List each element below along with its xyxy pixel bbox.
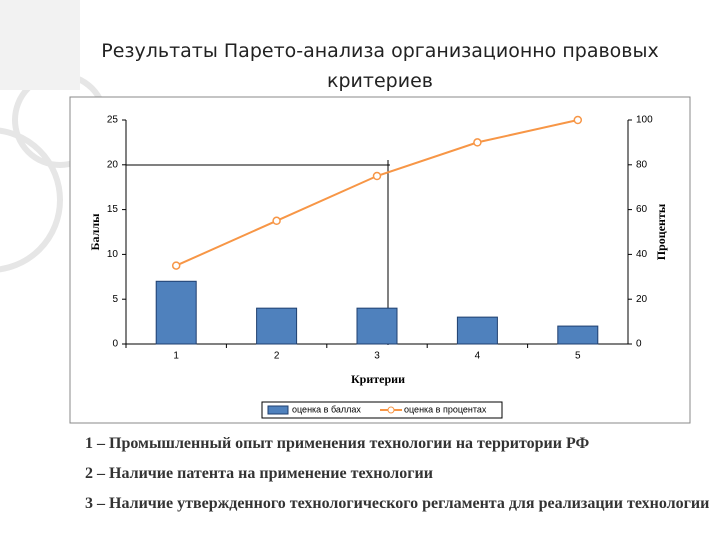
x-tick-label: 1 [173,351,179,362]
marker [372,171,382,181]
legend-label: оценка в баллах [292,404,361,414]
y-tick-label: 10 [107,249,119,260]
y2-tick-label: 20 [636,294,648,305]
x-axis-label: Критерии [351,372,405,386]
x-tick-label: 2 [274,351,280,362]
legend-label: оценка в процентах [404,404,487,414]
y-tick-label: 25 [107,115,119,126]
bar [456,316,498,345]
y-axis-label: Баллы [88,213,102,251]
slide-title: Результаты Парето-анализа организационно… [101,40,659,92]
note: 1 – Промышленный опыт применения техноло… [85,435,590,452]
y2-axis-label: Проценты [654,203,668,260]
bar [356,307,398,345]
marker [573,115,583,125]
y-tick-label: 0 [112,339,118,350]
y2-tick-label: 80 [636,159,648,170]
legend-swatch [387,406,395,414]
x-tick-label: 4 [475,351,481,362]
y-tick-label: 20 [107,159,119,170]
bar [557,325,599,345]
y-tick-label: 5 [112,294,118,305]
bar [155,280,197,345]
x-tick-label: 3 [374,351,380,362]
marker [171,261,181,270]
bar [256,307,298,345]
marker [272,216,281,226]
y2-tick-label: 100 [636,115,653,126]
x-tick-label: 5 [575,351,581,362]
y2-tick-label: 60 [636,204,648,215]
legend-swatch [267,405,289,415]
y2-tick-label: 0 [636,339,642,350]
y-tick-label: 15 [107,204,119,215]
marker [473,138,482,147]
chart-frame [69,96,691,424]
note: 2 – Наличие патента на применение технол… [85,465,433,482]
note: 3 – Наличие утвержденного технологическо… [85,495,710,512]
y2-tick-label: 40 [636,249,648,260]
